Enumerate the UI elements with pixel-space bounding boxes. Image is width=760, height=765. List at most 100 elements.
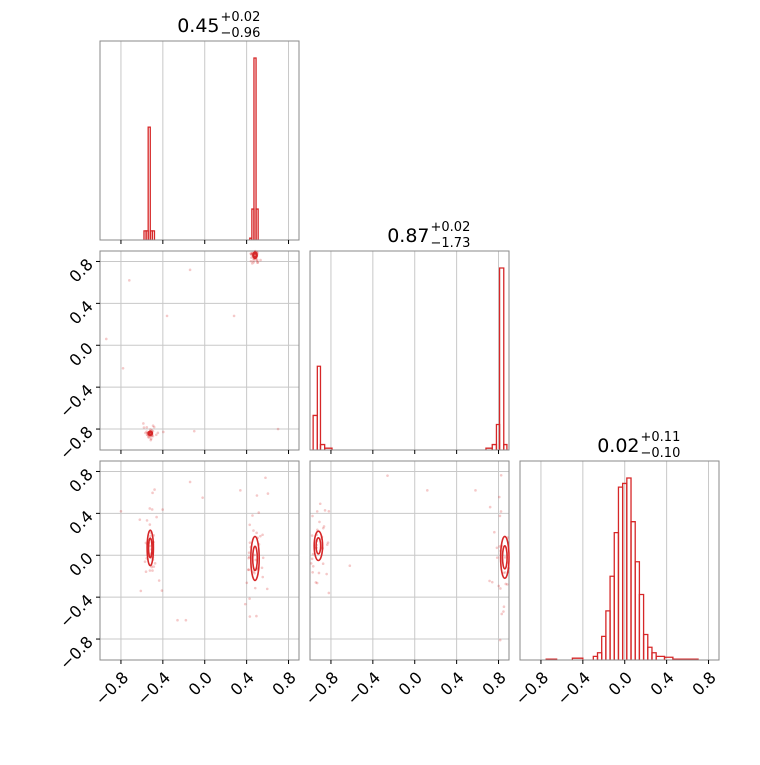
histogram-bin-0-4 [151,230,156,240]
sample-point [148,436,151,439]
sample-point [247,551,251,554]
sample-point [148,523,152,526]
sample-point [503,556,507,559]
sample-point [311,570,314,574]
sample-point [311,564,315,568]
sample-point [498,638,502,642]
sample-point [248,597,251,600]
sample-point [311,514,314,518]
histogram-bin-1-1 [316,365,322,450]
panel-frame [99,460,300,661]
sample-point [250,262,254,265]
sample-point [149,437,153,440]
sample-point [504,582,508,586]
sample-point [261,556,265,560]
cluster-2-0-3 [243,492,270,618]
sample-point [252,529,255,532]
sample-point [474,489,477,492]
x-tick-label: 0.8 [688,668,719,699]
contour-outer [252,251,258,260]
sample-point [165,314,169,318]
sample-point [327,591,331,595]
sample-point [426,489,429,492]
panel-frame [99,40,300,241]
sample-point [325,572,328,576]
histogram-bin-2-13 [638,593,645,660]
y-tick-label: 0.4 [65,507,96,538]
sample-point [143,560,147,563]
sample-point [348,564,352,568]
sample-point [149,438,153,442]
sample-point [157,579,161,582]
sample-point [247,568,251,572]
y-tick-label: −0.8 [56,632,97,673]
sample-point [104,337,108,341]
sample-point [151,491,154,495]
panel-0-0 [99,40,300,241]
panel-frame [99,250,300,451]
sample-point [184,618,188,622]
sample-point [326,541,330,544]
sample-point [502,605,506,609]
y-tick-label: 0.8 [65,255,96,286]
panel-2-1 [309,460,510,661]
panel-2-0 [99,460,300,661]
sample-point [488,579,491,583]
x-tick-label: −0.4 [343,668,384,709]
x-tick-label: 0.8 [268,668,299,699]
sample-point [276,427,280,431]
sample-point [144,431,147,435]
sample-point [250,253,253,256]
sample-point [253,571,256,575]
sample-point [325,543,329,546]
sample-point [253,586,257,590]
sample-point [261,575,265,579]
sample-point [252,260,255,264]
contour-outer [499,535,510,580]
sample-point [502,610,505,613]
title-minus: −0.96 [221,26,261,41]
sample-point [148,507,152,510]
histogram-bin-1-7 [498,267,505,450]
sample-point [498,514,502,518]
histogram-bin-0-2 [147,126,151,240]
title-plus: +0.02 [431,220,471,235]
sample-point [145,519,149,522]
sample-point [155,515,158,519]
title-median: 0.02 [597,435,639,457]
title-median: 0.87 [387,225,429,247]
sample-point [255,614,258,618]
histogram-bin-1-2 [319,443,326,450]
title-median: 0.45 [177,15,219,37]
sample-point [252,259,255,262]
histogram-bin-2-1 [571,657,584,660]
x-tick-label: −0.8 [301,668,342,709]
sample-point [239,489,242,492]
sample-point [188,268,192,272]
x-tick-label: 0.0 [395,668,426,699]
histogram-1 [310,267,509,451]
sample-point [249,259,253,263]
sample-point [128,279,131,282]
sample-point [497,584,501,588]
sample-point [315,510,319,513]
x-tick-label: −0.4 [133,668,174,709]
sample-point [152,425,156,429]
sample-point [192,429,196,433]
sample-point [499,473,503,477]
sample-point [318,520,321,524]
sample-point [138,518,142,521]
sample-point [142,426,146,429]
sample-point [248,523,252,527]
sample-point [245,581,249,585]
x-tick-label: 0.4 [227,668,258,699]
histogram-2 [520,477,719,661]
sample-point [249,252,253,256]
sample-point [255,531,258,535]
sample-point [309,562,313,565]
sample-point [176,618,179,622]
sample-point [146,435,150,439]
panel-1-1 [309,250,510,451]
